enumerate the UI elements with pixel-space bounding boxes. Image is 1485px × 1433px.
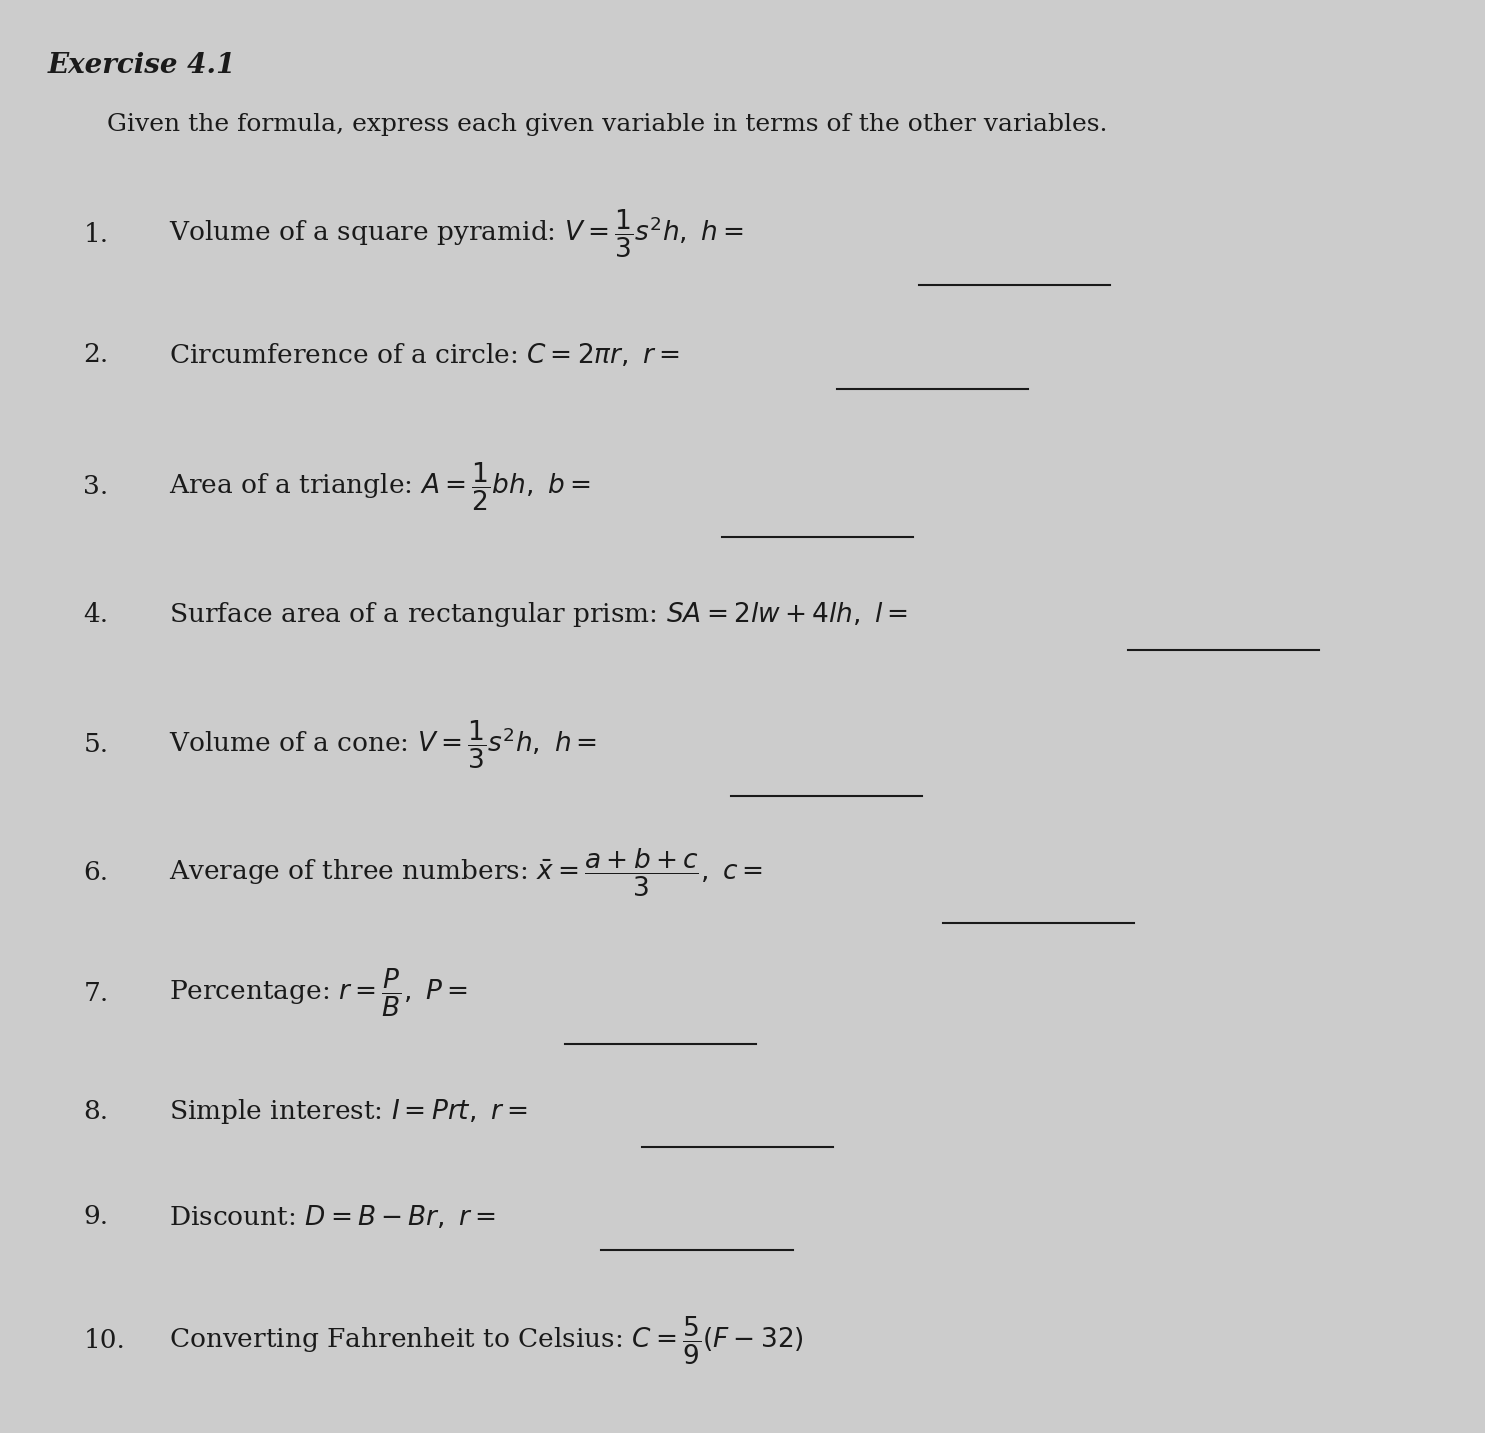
Text: Circumference of a circle: $C = 2\pi r,\ r = $: Circumference of a circle: $C = 2\pi r,\…: [169, 341, 680, 368]
Text: Average of three numbers: $\bar{x} = \dfrac{a+b+c}{3},\ c = $: Average of three numbers: $\bar{x} = \df…: [169, 847, 763, 898]
Text: Converting Fahrenheit to Celsius: $C = \dfrac{5}{9}(F - 32)$: Converting Fahrenheit to Celsius: $C = \…: [169, 1315, 803, 1367]
Text: Given the formula, express each given variable in terms of the other variables.: Given the formula, express each given va…: [107, 113, 1108, 136]
Text: 8.: 8.: [83, 1099, 108, 1123]
Text: Volume of a cone: $V = \dfrac{1}{3}s^2h,\ h = $: Volume of a cone: $V = \dfrac{1}{3}s^2h,…: [169, 719, 597, 771]
Text: 4.: 4.: [83, 602, 108, 626]
Text: 1.: 1.: [83, 222, 108, 246]
Text: 5.: 5.: [83, 732, 108, 758]
Text: 7.: 7.: [83, 980, 108, 1006]
Text: Simple interest: $I = Prt,\ r = $: Simple interest: $I = Prt,\ r = $: [169, 1096, 527, 1125]
Text: 6.: 6.: [83, 860, 108, 886]
Text: Percentage: $r = \dfrac{P}{B},\ P = $: Percentage: $r = \dfrac{P}{B},\ P = $: [169, 967, 468, 1019]
Text: Surface area of a rectangular prism: $SA = 2lw + 4lh,\ l = $: Surface area of a rectangular prism: $SA…: [169, 600, 907, 629]
Text: 2.: 2.: [83, 342, 108, 367]
Text: Area of a triangle: $A = \dfrac{1}{2}bh,\ b = $: Area of a triangle: $A = \dfrac{1}{2}bh,…: [169, 460, 590, 513]
Text: Exercise 4.1: Exercise 4.1: [48, 53, 236, 79]
Text: 10.: 10.: [83, 1328, 125, 1353]
Text: Volume of a square pyramid: $V = \dfrac{1}{3}s^2h,\ h = $: Volume of a square pyramid: $V = \dfrac{…: [169, 208, 744, 261]
Text: 9.: 9.: [83, 1204, 108, 1228]
Text: Discount: $D = B - Br,\ r = $: Discount: $D = B - Br,\ r = $: [169, 1202, 496, 1230]
Text: 3.: 3.: [83, 474, 108, 499]
